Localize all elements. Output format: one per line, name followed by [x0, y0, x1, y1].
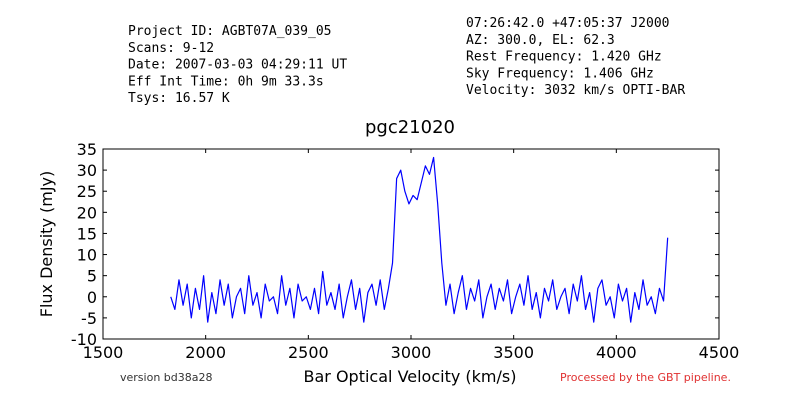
y-tick-label: 25	[77, 182, 97, 201]
y-tick-label: -5	[81, 309, 97, 328]
version-note: version bd38a28	[120, 371, 213, 384]
x-tick-label: 4000	[596, 343, 637, 362]
y-tick-label: -10	[71, 330, 97, 349]
y-tick-label: 35	[77, 140, 97, 159]
y-tick-label: 5	[87, 267, 97, 286]
x-tick-label: 4500	[699, 343, 740, 362]
x-tick-label: 3000	[391, 343, 432, 362]
info-line: Eff Int Time: 0h 9m 33.3s	[128, 74, 324, 89]
info-line: Velocity: 3032 km/s OPTI-BAR	[466, 83, 685, 98]
y-axis-label: Flux Density (mJy)	[37, 171, 56, 318]
spectrum-line	[170, 156, 669, 323]
chart-title: pgc21020	[365, 117, 455, 138]
x-tick-label: 2000	[185, 343, 226, 362]
pipeline-note: Processed by the GBT pipeline.	[560, 371, 731, 384]
info-line: 07:26:42.0 +47:05:37 J2000	[466, 16, 670, 31]
y-tick-label: 0	[87, 288, 97, 307]
info-line: Tsys: 16.57 K	[128, 91, 230, 106]
info-line: Project ID: AGBT07A_039_05	[128, 24, 332, 39]
x-tick-label: 2500	[288, 343, 329, 362]
info-line: Sky Frequency: 1.406 GHz	[466, 66, 654, 81]
x-tick-label: 3500	[493, 343, 534, 362]
x-tick-label: 1500	[83, 343, 124, 362]
y-tick-label: 20	[77, 203, 97, 222]
y-tick-label: 10	[77, 246, 97, 265]
info-line: Rest Frequency: 1.420 GHz	[466, 50, 662, 65]
info-line: AZ: 300.0, EL: 62.3	[466, 33, 615, 48]
x-axis-label: Bar Optical Velocity (km/s)	[304, 367, 517, 386]
y-tick-label: 30	[77, 161, 97, 180]
y-tick-label: 15	[77, 224, 97, 243]
info-line: Date: 2007-03-03 04:29:11 UT	[128, 58, 347, 73]
info-line: Scans: 9-12	[128, 41, 214, 56]
